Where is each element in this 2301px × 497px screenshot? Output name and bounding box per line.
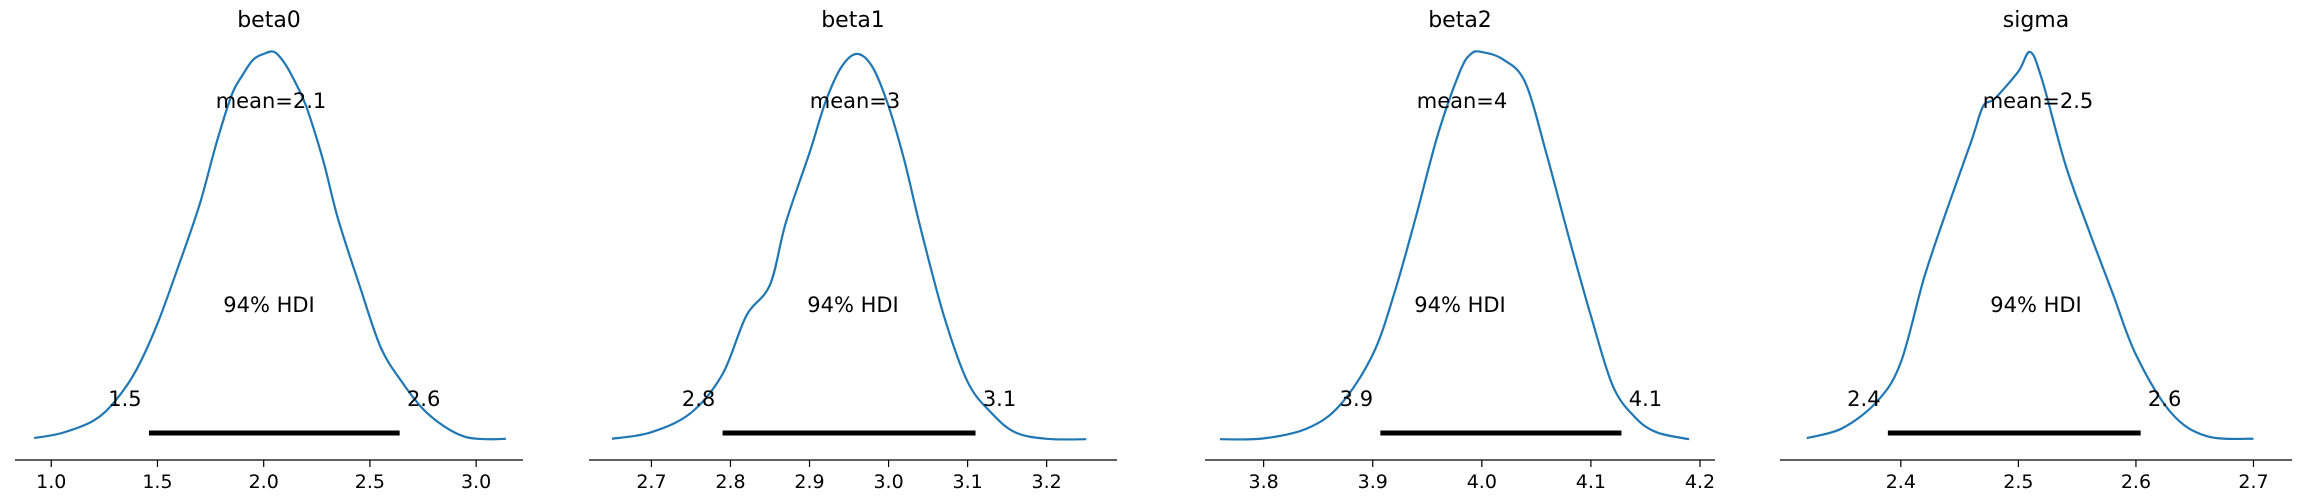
hdi-label: 94% HDI bbox=[807, 293, 899, 317]
hdi-low-label: 2.4 bbox=[1847, 387, 1880, 411]
panel-title: beta2 bbox=[1428, 8, 1492, 33]
hdi-label: 94% HDI bbox=[223, 293, 315, 317]
x-tick-label: 2.5 bbox=[355, 471, 385, 493]
hdi-high-label: 2.6 bbox=[2148, 387, 2181, 411]
mean-label: mean=2.5 bbox=[1983, 89, 2094, 113]
x-tick-label: 2.8 bbox=[715, 471, 745, 493]
mean-label: mean=4 bbox=[1417, 89, 1508, 113]
density-curve bbox=[611, 52, 1087, 441]
x-tick-label: 4.0 bbox=[1467, 471, 1497, 493]
x-tick-label: 3.2 bbox=[1032, 471, 1062, 493]
x-tick-label: 2.7 bbox=[2238, 471, 2268, 493]
density-curve bbox=[1806, 50, 2254, 441]
panel-sigma: sigma mean=2.5 94% HDI 2.4 2.6 2.4 2.5 2.6 2.7 bbox=[1780, 8, 2292, 493]
x-tick-label: 2.0 bbox=[249, 471, 279, 493]
x-tick-label: 2.7 bbox=[636, 471, 666, 493]
hdi-high-label: 4.1 bbox=[1629, 387, 1662, 411]
density-curve bbox=[33, 50, 506, 441]
x-tick-label: 2.5 bbox=[2003, 471, 2033, 493]
x-tick-label: 2.4 bbox=[1886, 471, 1916, 493]
x-tick-label: 4.2 bbox=[1685, 471, 1715, 493]
mean-label: mean=2.1 bbox=[216, 89, 327, 113]
x-tick-label: 3.0 bbox=[873, 471, 903, 493]
x-tick-label: 1.5 bbox=[142, 471, 172, 493]
panel-beta1: beta1 mean=3 94% HDI 2.8 3.1 2.7 2.8 2.9 3.0 3.1 3… bbox=[589, 8, 1117, 493]
panel-title: sigma bbox=[2003, 8, 2069, 33]
hdi-label: 94% HDI bbox=[1990, 293, 2082, 317]
mean-label: mean=3 bbox=[810, 89, 901, 113]
hdi-high-label: 2.6 bbox=[407, 387, 440, 411]
panel-beta2: beta2 mean=4 94% HDI 3.9 4.1 3.8 3.9 4.0 4.1 4.2 bbox=[1205, 8, 1715, 493]
x-tick-label: 2.6 bbox=[2121, 471, 2151, 493]
hdi-high-label: 3.1 bbox=[983, 387, 1016, 411]
hdi-low-label: 3.9 bbox=[1340, 387, 1373, 411]
density-curve bbox=[1219, 50, 1690, 441]
x-tick-label: 3.8 bbox=[1249, 471, 1279, 493]
x-tick-label: 3.1 bbox=[953, 471, 983, 493]
hdi-low-label: 1.5 bbox=[108, 387, 141, 411]
panel-beta0: beta0 mean=2.1 94% HDI 1.5 2.6 1.0 1.5 2.0 2.5 3.… bbox=[15, 8, 523, 493]
hdi-low-label: 2.8 bbox=[682, 387, 715, 411]
panel-title: beta0 bbox=[237, 8, 301, 33]
x-tick-label: 3.0 bbox=[461, 471, 491, 493]
x-tick-label: 2.9 bbox=[794, 471, 824, 493]
x-tick-label: 3.9 bbox=[1358, 471, 1388, 493]
x-tick-label: 4.1 bbox=[1576, 471, 1606, 493]
panel-title: beta1 bbox=[821, 8, 885, 33]
x-tick-label: 1.0 bbox=[36, 471, 66, 493]
hdi-label: 94% HDI bbox=[1414, 293, 1506, 317]
